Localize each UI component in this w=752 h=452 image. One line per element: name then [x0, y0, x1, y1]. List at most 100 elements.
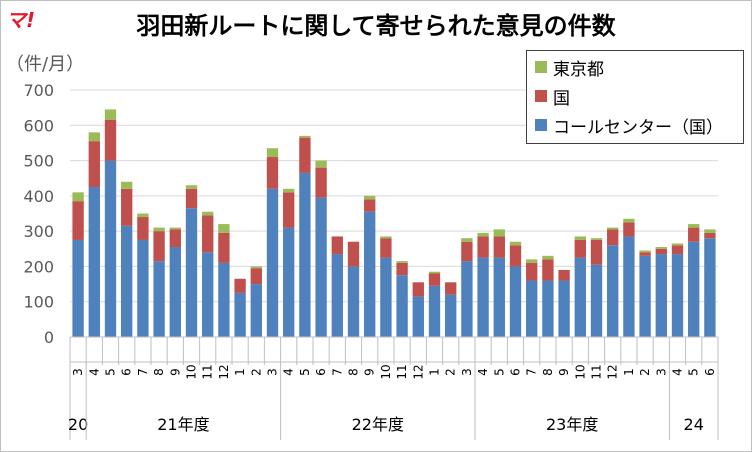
bar-segment-national [299, 137, 311, 173]
x-tick-label: 6 [314, 368, 328, 376]
x-tick-label: 1 [233, 368, 247, 376]
x-tick-label: 3 [654, 368, 668, 376]
bar-segment-call-center [153, 261, 165, 337]
bar-segment-call-center [671, 254, 684, 337]
bar-segment-national [153, 231, 165, 262]
bar-segment-call-center [315, 197, 327, 337]
bar-segment-national [671, 245, 684, 255]
x-tick-label: 2 [638, 368, 652, 376]
legend-label-call-center: コールセンター（国） [553, 117, 723, 138]
bar-segment-call-center [655, 254, 667, 337]
bar-segment-tokyo [688, 224, 700, 228]
chart-title: 羽田新ルートに関して寄せられた意見の件数 [136, 12, 616, 40]
bar-segment-national [331, 236, 343, 255]
y-tick-label: 400 [23, 187, 54, 206]
bar-segment-national [542, 259, 554, 281]
x-tick-label: 6 [120, 368, 134, 376]
x-tick-label: 11 [395, 364, 409, 379]
bar-segment-call-center [704, 238, 716, 337]
bar-segment-national [704, 232, 716, 239]
bar-segment-tokyo [202, 211, 214, 216]
bar-segment-national [234, 278, 246, 293]
x-tick-label: 12 [411, 364, 425, 379]
x-tick-label: 9 [363, 368, 377, 376]
x-tick-label: 11 [590, 364, 604, 379]
x-tick-label: 12 [217, 364, 231, 379]
x-tick-label: 10 [379, 364, 393, 379]
y-tick-label: 700 [23, 81, 54, 100]
bar-segment-call-center [234, 292, 246, 337]
bar-segment-national [380, 238, 392, 258]
x-tick-label: 7 [330, 368, 344, 376]
bar-segment-call-center [526, 280, 538, 337]
bar-segment-national [639, 252, 651, 256]
bar-segment-call-center [169, 247, 181, 337]
bar-segment-national [574, 239, 586, 258]
bar-segment-tokyo [396, 261, 408, 263]
bar-segment-call-center [639, 255, 651, 337]
bar-segment-national [364, 199, 376, 212]
bar-segment-national [509, 245, 522, 267]
bar-segment-tokyo [574, 236, 586, 240]
bar-segment-tokyo [266, 148, 279, 158]
bar-segment-call-center [428, 285, 441, 337]
bars [72, 109, 716, 337]
bar-segment-call-center [590, 264, 603, 337]
bar-segment-tokyo [364, 195, 376, 200]
y-tick-label: 500 [23, 152, 54, 171]
bar-segment-tokyo [169, 227, 181, 230]
bar-segment-national [688, 227, 700, 242]
bar-segment-national [169, 229, 181, 248]
x-tick-label: 8 [152, 368, 166, 376]
x-tick-label: 3 [266, 368, 280, 376]
legend-label-national: 国 [553, 88, 570, 109]
x-tick-label: 12 [606, 364, 620, 379]
x-tick-label: 6 [703, 368, 717, 376]
bar-segment-tokyo [315, 160, 327, 168]
y-tick-label: 600 [23, 116, 54, 135]
legend-item-tokyo: 東京都 [535, 55, 604, 80]
bar-segment-tokyo [671, 243, 684, 246]
bar-segment-national [283, 192, 295, 228]
legend: 東京都 国 コールセンター（国） [526, 50, 744, 144]
bar-segment-national [445, 282, 457, 295]
bar-segment-national [493, 236, 505, 258]
bar-segment-call-center [493, 257, 505, 337]
bar-segment-tokyo [104, 109, 117, 120]
bar-segment-national [558, 269, 570, 281]
bar-segment-national [526, 262, 538, 281]
bar-segment-national [104, 119, 117, 161]
x-tick-label: 5 [687, 368, 701, 376]
bar-segment-call-center [412, 296, 424, 337]
bar-segment-national [607, 229, 619, 246]
x-tick-label: 1 [428, 368, 442, 376]
y-tick-label: 0 [44, 328, 54, 347]
bar-segment-call-center [445, 294, 457, 337]
x-tick-label: 8 [541, 368, 555, 376]
x-tick-label: 8 [347, 368, 361, 376]
bar-segment-tokyo [526, 259, 538, 263]
bar-segment-tokyo [121, 181, 133, 189]
bar-segment-tokyo [380, 236, 392, 239]
site-logo: マ! [6, 8, 36, 32]
bar-segment-tokyo [590, 238, 603, 240]
bar-segment-national [266, 157, 279, 189]
bar-segment-tokyo [704, 229, 716, 233]
bar-segment-tokyo [493, 229, 505, 237]
bar-segment-tokyo [623, 218, 635, 223]
bar-segment-tokyo [137, 213, 149, 218]
bar-segment-call-center [218, 262, 230, 337]
bar-segment-tokyo [218, 224, 230, 233]
bar-segment-call-center [574, 257, 586, 337]
bar-segment-call-center [380, 257, 392, 337]
year-group-label: 20 [68, 415, 88, 434]
y-tick-label: 200 [23, 257, 54, 276]
bar-segment-tokyo [153, 227, 165, 232]
bar-segment-tokyo [72, 192, 84, 202]
bar-segment-national [72, 201, 84, 240]
bar-segment-national [623, 222, 635, 237]
legend-swatch-tokyo [535, 61, 547, 73]
bar-segment-tokyo [185, 185, 198, 189]
y-tick-label: 100 [23, 293, 54, 312]
